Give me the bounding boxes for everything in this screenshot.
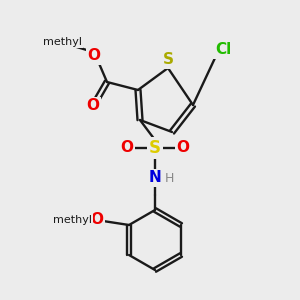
Text: Cl: Cl [215, 43, 231, 58]
Text: O: O [88, 49, 100, 64]
Text: S: S [149, 139, 161, 157]
Text: S: S [163, 52, 173, 68]
Text: O: O [86, 98, 100, 113]
Text: methyl: methyl [43, 37, 82, 47]
Text: O: O [91, 212, 103, 227]
Text: H: H [164, 172, 174, 184]
Text: O: O [176, 140, 190, 155]
Text: N: N [148, 170, 161, 185]
Text: methyl: methyl [52, 215, 92, 225]
Text: O: O [121, 140, 134, 155]
